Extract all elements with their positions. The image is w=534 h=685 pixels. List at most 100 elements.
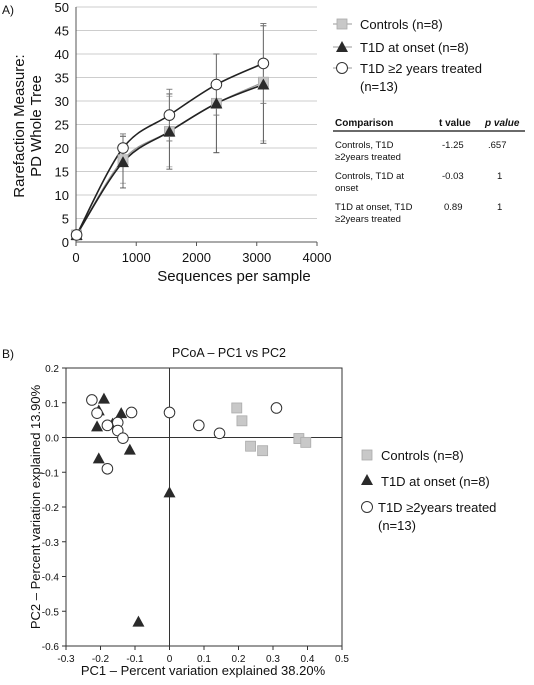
x-tick-label: 4000	[303, 250, 332, 265]
x-tick-label: 3000	[242, 250, 271, 265]
series-line-triangle	[75, 83, 264, 236]
panel-b: B) PCoA – PC1 vs PC2 0.20.10.0-0.1-0.2-0…	[2, 346, 496, 678]
legend-a-t1d-onset: T1D at onset (n=8)	[333, 40, 469, 55]
data-point-circle	[257, 57, 270, 70]
data-point-triangle	[163, 125, 176, 137]
data-point-triangle	[132, 615, 145, 627]
y-tick-label: 5	[62, 212, 69, 227]
table-row-1-comparison-line2: ≥2years treated	[335, 152, 401, 163]
x-tick-label: -0.2	[92, 654, 110, 665]
table-row: Controls, T1D ≥2years treated -1.25 .657	[335, 140, 507, 163]
legend-b-controls-label: Controls (n=8)	[381, 448, 464, 463]
panel-a-axes	[75, 7, 318, 246]
panel-a-y-axis-title: Rarefaction Measure: PD Whole Tree	[11, 54, 45, 197]
panel-a-label: A)	[2, 3, 14, 17]
y-tick-label: 25	[55, 118, 69, 133]
panel-a-x-axis-title: Sequences per sample	[157, 268, 310, 285]
x-tick-label: 0	[167, 654, 173, 665]
panel-a-stats-table: Comparison t value p value Controls, T1D…	[333, 118, 525, 225]
data-point-triangle	[210, 97, 223, 109]
x-tick-label: 0	[72, 250, 79, 265]
table-row-3-t: 0.89	[444, 202, 463, 213]
data-point-triangle	[91, 420, 104, 432]
data-point-circle	[193, 419, 205, 432]
y-tick-label: -0.3	[42, 538, 60, 549]
legend-a-controls-label: Controls (n=8)	[360, 17, 443, 32]
y-tick-label: 35	[55, 71, 69, 86]
x-tick-label: 0.2	[232, 654, 246, 665]
y-tick-label: 30	[55, 94, 69, 109]
legend-b-t1d-treated-label-line2: (n=13)	[378, 518, 416, 533]
legend-b-controls-marker	[361, 449, 373, 461]
data-point-circle	[117, 142, 129, 154]
series-line-square	[76, 81, 264, 236]
table-row-3-comparison-line1: T1D at onset, T1D	[335, 202, 413, 213]
x-tick-label: -0.3	[57, 654, 75, 665]
legend-b-t1d-onset: T1D at onset (n=8)	[361, 474, 490, 489]
panel-b-y-axis-title: PC2 – Percent variation explained 13.90%	[28, 384, 43, 629]
y-tick-label: 0.2	[45, 364, 59, 375]
panel-a-gridlines	[76, 6, 317, 219]
x-tick-label: 0.4	[301, 654, 315, 665]
legend-a-t1d-treated-label-line2: (n=13)	[360, 79, 398, 94]
x-tick-label: 0.1	[197, 654, 211, 665]
data-point-circle	[125, 406, 138, 419]
table-row: T1D at onset, T1D ≥2years treated 0.89 1	[335, 202, 502, 225]
plot-border	[65, 367, 343, 647]
table-row-3-comparison-line2: ≥2years treated	[335, 214, 401, 225]
y-tick-label: 15	[55, 165, 69, 180]
legend-b-controls: Controls (n=8)	[361, 448, 464, 463]
legend-a-t1d-treated-marker	[336, 62, 348, 74]
data-point-square	[231, 402, 243, 414]
table-row-1-comparison-line1: Controls, T1D	[335, 140, 394, 151]
legend-a-t1d-treated-label-line1: T1D ≥2 years treated	[360, 61, 482, 76]
data-point-square	[300, 436, 312, 448]
panel-b-legend: Controls (n=8) T1D at onset (n=8) T1D ≥2…	[361, 448, 496, 533]
panel-a-y-axis-title-line2: PD Whole Tree	[28, 75, 45, 177]
y-tick-label: -0.4	[42, 573, 60, 584]
panel-a-markers	[70, 57, 270, 241]
y-tick-label: 10	[55, 188, 69, 203]
table-row-2-comparison-line1: Controls, T1D at	[335, 171, 404, 182]
panel-b-label: B)	[2, 347, 14, 361]
panel-a-x-tick-labels: 0 1000 2000 3000 4000	[72, 250, 331, 265]
data-point-circle	[163, 406, 176, 419]
data-point-triangle	[116, 156, 129, 168]
data-point-circle	[101, 419, 114, 432]
data-point-circle	[70, 229, 83, 241]
panel-b-x-tick-labels: -0.3 -0.2 -0.1 0 0.1 0.2 0.3 0.4 0.5	[57, 654, 349, 665]
y-tick-label: -0.1	[42, 468, 60, 479]
table-row: Controls, T1D at onset -0.03 1	[335, 171, 502, 194]
data-point-circle	[101, 462, 114, 475]
y-tick-label: 45	[55, 24, 69, 39]
data-point-circle	[117, 432, 129, 444]
data-point-triangle	[123, 443, 136, 455]
table-row-2-p: 1	[497, 171, 502, 182]
y-tick-label: -0.2	[42, 503, 60, 514]
data-point-triangle	[163, 486, 176, 498]
x-tick-label: 0.3	[266, 654, 280, 665]
legend-a-t1d-onset-label: T1D at onset (n=8)	[360, 40, 469, 55]
data-point-triangle	[115, 407, 128, 419]
x-tick-label: -0.1	[126, 654, 144, 665]
y-tick-label: 50	[55, 0, 69, 15]
y-tick-label: 0.1	[45, 399, 59, 410]
legend-a-controls-marker	[336, 18, 348, 30]
panel-b-plot-frame	[62, 367, 343, 650]
data-point-circle	[86, 394, 98, 406]
table-header-p: p value	[484, 118, 520, 129]
data-point-triangle	[257, 78, 270, 90]
panel-b-y-tick-labels: 0.2 0.1 0.0 -0.1 -0.2 -0.3 -0.4 -0.5 -0.6	[42, 364, 60, 653]
y-tick-label: -0.5	[42, 607, 60, 618]
table-row-2-comparison-line2: onset	[335, 183, 359, 194]
table-header-comparison: Comparison	[335, 118, 393, 129]
data-point-circle	[213, 427, 226, 440]
data-point-circle	[210, 78, 223, 91]
legend-b-t1d-treated-label-line1: T1D ≥2years treated	[378, 500, 496, 515]
legend-b-t1d-treated: T1D ≥2years treated (n=13)	[361, 500, 496, 533]
data-point-square	[257, 445, 269, 457]
table-header-t: t value	[439, 118, 471, 129]
x-tick-label: 0.5	[335, 654, 349, 665]
y-tick-label: 20	[55, 141, 69, 156]
table-row-2-t: -0.03	[442, 171, 464, 182]
